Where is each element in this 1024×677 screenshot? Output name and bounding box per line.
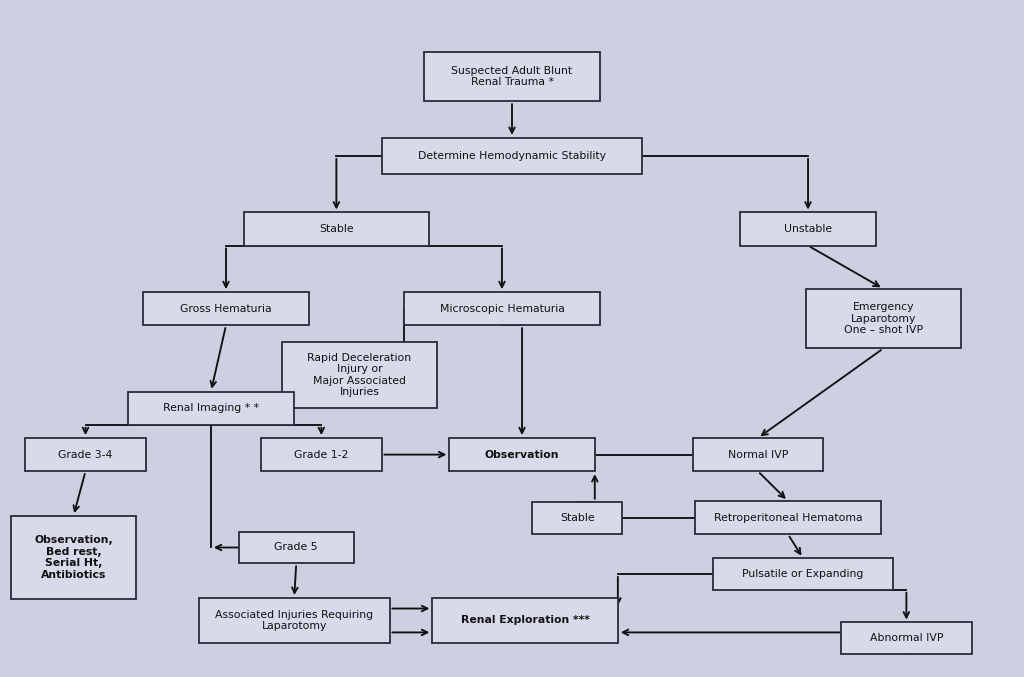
FancyBboxPatch shape: [806, 288, 962, 349]
FancyBboxPatch shape: [143, 292, 309, 325]
FancyBboxPatch shape: [404, 292, 600, 325]
Text: Associated Injuries Requiring
Laparotomy: Associated Injuries Requiring Laparotomy: [215, 610, 374, 631]
FancyBboxPatch shape: [841, 622, 972, 654]
FancyBboxPatch shape: [695, 501, 881, 534]
FancyBboxPatch shape: [10, 516, 136, 599]
Text: Rapid Deceleration
Injury or
Major Associated
Injuries: Rapid Deceleration Injury or Major Assoc…: [307, 353, 412, 397]
Text: Abnormal IVP: Abnormal IVP: [869, 634, 943, 643]
Text: Pulsatile or Expanding: Pulsatile or Expanding: [742, 569, 863, 579]
FancyBboxPatch shape: [282, 342, 437, 408]
FancyBboxPatch shape: [199, 598, 389, 643]
Text: Microscopic Hematuria: Microscopic Hematuria: [439, 304, 564, 313]
FancyBboxPatch shape: [450, 438, 595, 471]
Text: Grade 5: Grade 5: [274, 542, 318, 552]
Text: Grade 1-2: Grade 1-2: [294, 450, 348, 460]
Text: Renal Exploration ***: Renal Exploration ***: [461, 615, 590, 626]
Text: Stable: Stable: [319, 224, 353, 234]
FancyBboxPatch shape: [382, 138, 642, 174]
FancyBboxPatch shape: [424, 51, 600, 102]
Text: Retroperitoneal Hematoma: Retroperitoneal Hematoma: [714, 512, 862, 523]
Text: Observation,
Bed rest,
Serial Ht,
Antibiotics: Observation, Bed rest, Serial Ht, Antibi…: [34, 535, 113, 580]
FancyBboxPatch shape: [261, 438, 382, 471]
Text: Observation: Observation: [484, 450, 559, 460]
Text: Normal IVP: Normal IVP: [728, 450, 788, 460]
FancyBboxPatch shape: [432, 598, 617, 643]
FancyBboxPatch shape: [532, 502, 623, 533]
Text: Gross Hematuria: Gross Hematuria: [180, 304, 271, 313]
Text: Stable: Stable: [560, 512, 595, 523]
Text: Grade 3-4: Grade 3-4: [58, 450, 113, 460]
Text: Determine Hemodynamic Stability: Determine Hemodynamic Stability: [418, 151, 606, 161]
FancyBboxPatch shape: [239, 531, 354, 563]
Text: Renal Imaging * *: Renal Imaging * *: [163, 403, 259, 413]
FancyBboxPatch shape: [26, 438, 145, 471]
FancyBboxPatch shape: [713, 558, 893, 590]
FancyBboxPatch shape: [740, 213, 876, 246]
FancyBboxPatch shape: [128, 391, 294, 424]
FancyBboxPatch shape: [692, 438, 823, 471]
Text: Suspected Adult Blunt
Renal Trauma *: Suspected Adult Blunt Renal Trauma *: [452, 66, 572, 87]
Text: Unstable: Unstable: [784, 224, 833, 234]
Text: Emergency
Laparotomy
One – shot IVP: Emergency Laparotomy One – shot IVP: [844, 302, 923, 335]
FancyBboxPatch shape: [244, 213, 429, 246]
